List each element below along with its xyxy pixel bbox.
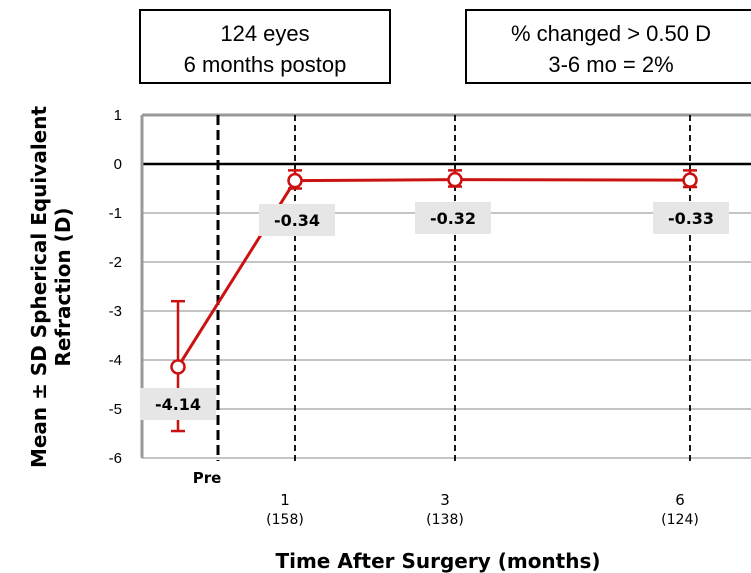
annotation-eyes-line-1: 124 eyes <box>220 21 309 46</box>
data-point-marker <box>447 171 463 188</box>
data-labels: -4.14 -0.34 -0.32 -0.33 <box>140 202 729 420</box>
data-point-marker <box>682 172 698 188</box>
data-label: -0.33 <box>668 209 714 228</box>
y-tick-label: -6 <box>109 450 122 467</box>
y-tick-label: 1 <box>114 107 122 124</box>
data-label: -0.32 <box>430 209 476 228</box>
y-tick-labels: 1 0 -1 -2 -3 -4 -5 -6 <box>109 107 122 467</box>
series-line <box>176 178 691 368</box>
data-point-marker <box>287 172 303 189</box>
y-tick-label: -1 <box>109 205 122 222</box>
x-tick-label: Pre <box>193 469 222 487</box>
data-label-bg <box>140 388 216 420</box>
y-axis-title: Mean ± SD Spherical Equivalent Refractio… <box>27 106 75 469</box>
annotation-changed-line-2: 3-6 mo = 2% <box>548 52 673 77</box>
annotation-changed-line-1: % changed > 0.50 D <box>511 21 711 46</box>
x-tick-label: 1 <box>280 491 290 509</box>
annotation-eyes-line-2: 6 months postop <box>184 52 347 77</box>
y-axis-title-line-1: Mean ± SD Spherical Equivalent <box>27 106 51 469</box>
y-tick-label: -4 <box>109 352 122 369</box>
data-label-bg <box>259 204 335 236</box>
x-tick-count: (138) <box>426 512 464 528</box>
data-label-bg <box>415 202 491 234</box>
y-tick-label: -3 <box>109 303 122 320</box>
annotation-box-eyes: 124 eyes 6 months postop <box>139 9 391 84</box>
x-tick-count: (124) <box>661 512 699 528</box>
gridlines <box>142 113 751 459</box>
x-axis-title: Time After Surgery (months) <box>275 549 600 573</box>
x-tick-labels: Pre 1 (158) 3 (138) 6 (124) <box>193 469 699 528</box>
data-label: -0.34 <box>274 211 320 230</box>
data-label: -4.14 <box>155 395 201 414</box>
y-tick-label: -5 <box>109 401 122 418</box>
x-tick-count: (158) <box>266 512 304 528</box>
time-markers <box>216 115 691 461</box>
annotation-box-changed: % changed > 0.50 D 3-6 mo = 2% <box>465 9 751 84</box>
y-tick-label: 0 <box>114 156 122 173</box>
data-label-bg <box>653 202 729 234</box>
y-tick-label: -2 <box>109 254 122 271</box>
x-tick-label: 3 <box>440 491 450 509</box>
data-point-marker <box>170 359 186 375</box>
series-mean-refraction <box>170 169 698 433</box>
x-tick-label: 6 <box>675 491 685 509</box>
y-axis-title-line-2: Refraction (D) <box>51 207 75 366</box>
